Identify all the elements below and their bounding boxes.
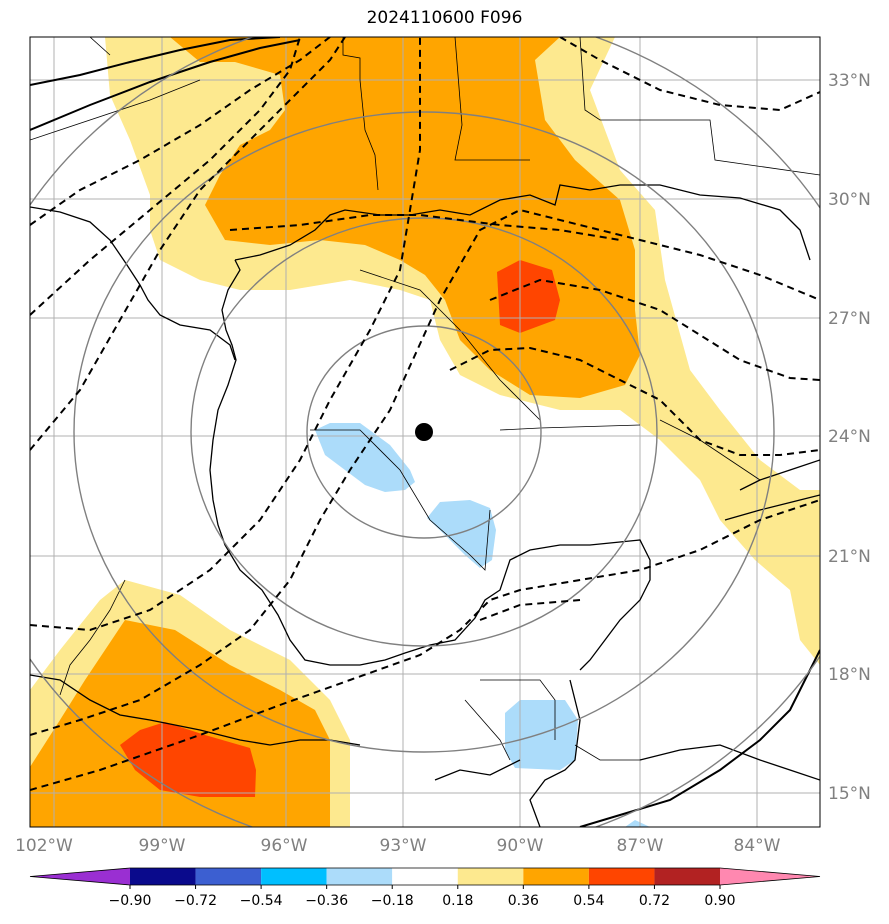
lon-label: 84°W xyxy=(734,836,781,856)
range-rings xyxy=(30,37,820,827)
colorbar-label: −0.54 xyxy=(240,893,283,909)
storm-center-marker xyxy=(415,423,433,441)
lat-label: 30°N xyxy=(828,190,871,210)
colorbar-cell xyxy=(392,868,458,885)
lon-label: 93°W xyxy=(380,836,427,856)
colorbar-cell xyxy=(457,868,524,885)
lon-label: 87°W xyxy=(617,836,664,856)
lat-label: 24°N xyxy=(828,427,871,447)
lon-label: 99°W xyxy=(139,836,186,856)
colorbar-cell xyxy=(326,868,393,885)
colorbar-label: 0.72 xyxy=(639,893,670,909)
colorbar-label: 0.90 xyxy=(704,893,735,909)
lon-label: 96°W xyxy=(261,836,308,856)
colorbar-label: −0.18 xyxy=(371,893,414,909)
lat-label: 27°N xyxy=(828,309,871,329)
longitude-labels: 102°W 99°W 96°W 93°W 90°W 87°W 84°W xyxy=(15,836,781,856)
colorbar-label: −0.72 xyxy=(174,893,217,909)
political-borders xyxy=(30,37,820,761)
colorbar-cell xyxy=(654,868,720,885)
map-title: 2024110600 F096 xyxy=(366,8,523,28)
lon-label: 102°W xyxy=(15,836,73,856)
colorbar-label: 0.18 xyxy=(442,893,473,909)
dashed-contours xyxy=(30,37,820,791)
colorbar-label: −0.90 xyxy=(109,893,152,909)
colorbar-cell xyxy=(588,868,655,885)
lon-label: 90°W xyxy=(497,836,544,856)
colorbar-extend-low xyxy=(30,868,130,885)
lat-label: 18°N xyxy=(828,665,871,685)
lat-label: 15°N xyxy=(828,784,871,804)
colorbar-label: 0.36 xyxy=(508,893,539,909)
colorbar-cell xyxy=(195,868,262,885)
colorbar: −0.90 −0.72 −0.54 −0.36 −0.18 0.18 0.36 0.54 0.7… xyxy=(29,867,821,909)
map-frame xyxy=(29,36,821,828)
colorbar-cell xyxy=(261,868,327,885)
latitude-labels: 33°N 30°N 27°N 24°N 21°N 18°N 15°N xyxy=(828,71,871,804)
colorbar-cell xyxy=(130,868,196,885)
colorbar-cell xyxy=(523,868,589,885)
lat-label: 21°N xyxy=(828,547,871,567)
lat-label: 33°N xyxy=(828,71,871,91)
colorbar-label: 0.54 xyxy=(573,893,604,909)
lat-lon-grid xyxy=(30,37,820,827)
bold-boundaries xyxy=(30,37,820,827)
coastlines-borders xyxy=(30,184,820,827)
colorbar-extend-high xyxy=(720,868,820,885)
colorbar-label: −0.36 xyxy=(305,893,348,909)
anomaly-fill-light-blue xyxy=(315,423,650,827)
